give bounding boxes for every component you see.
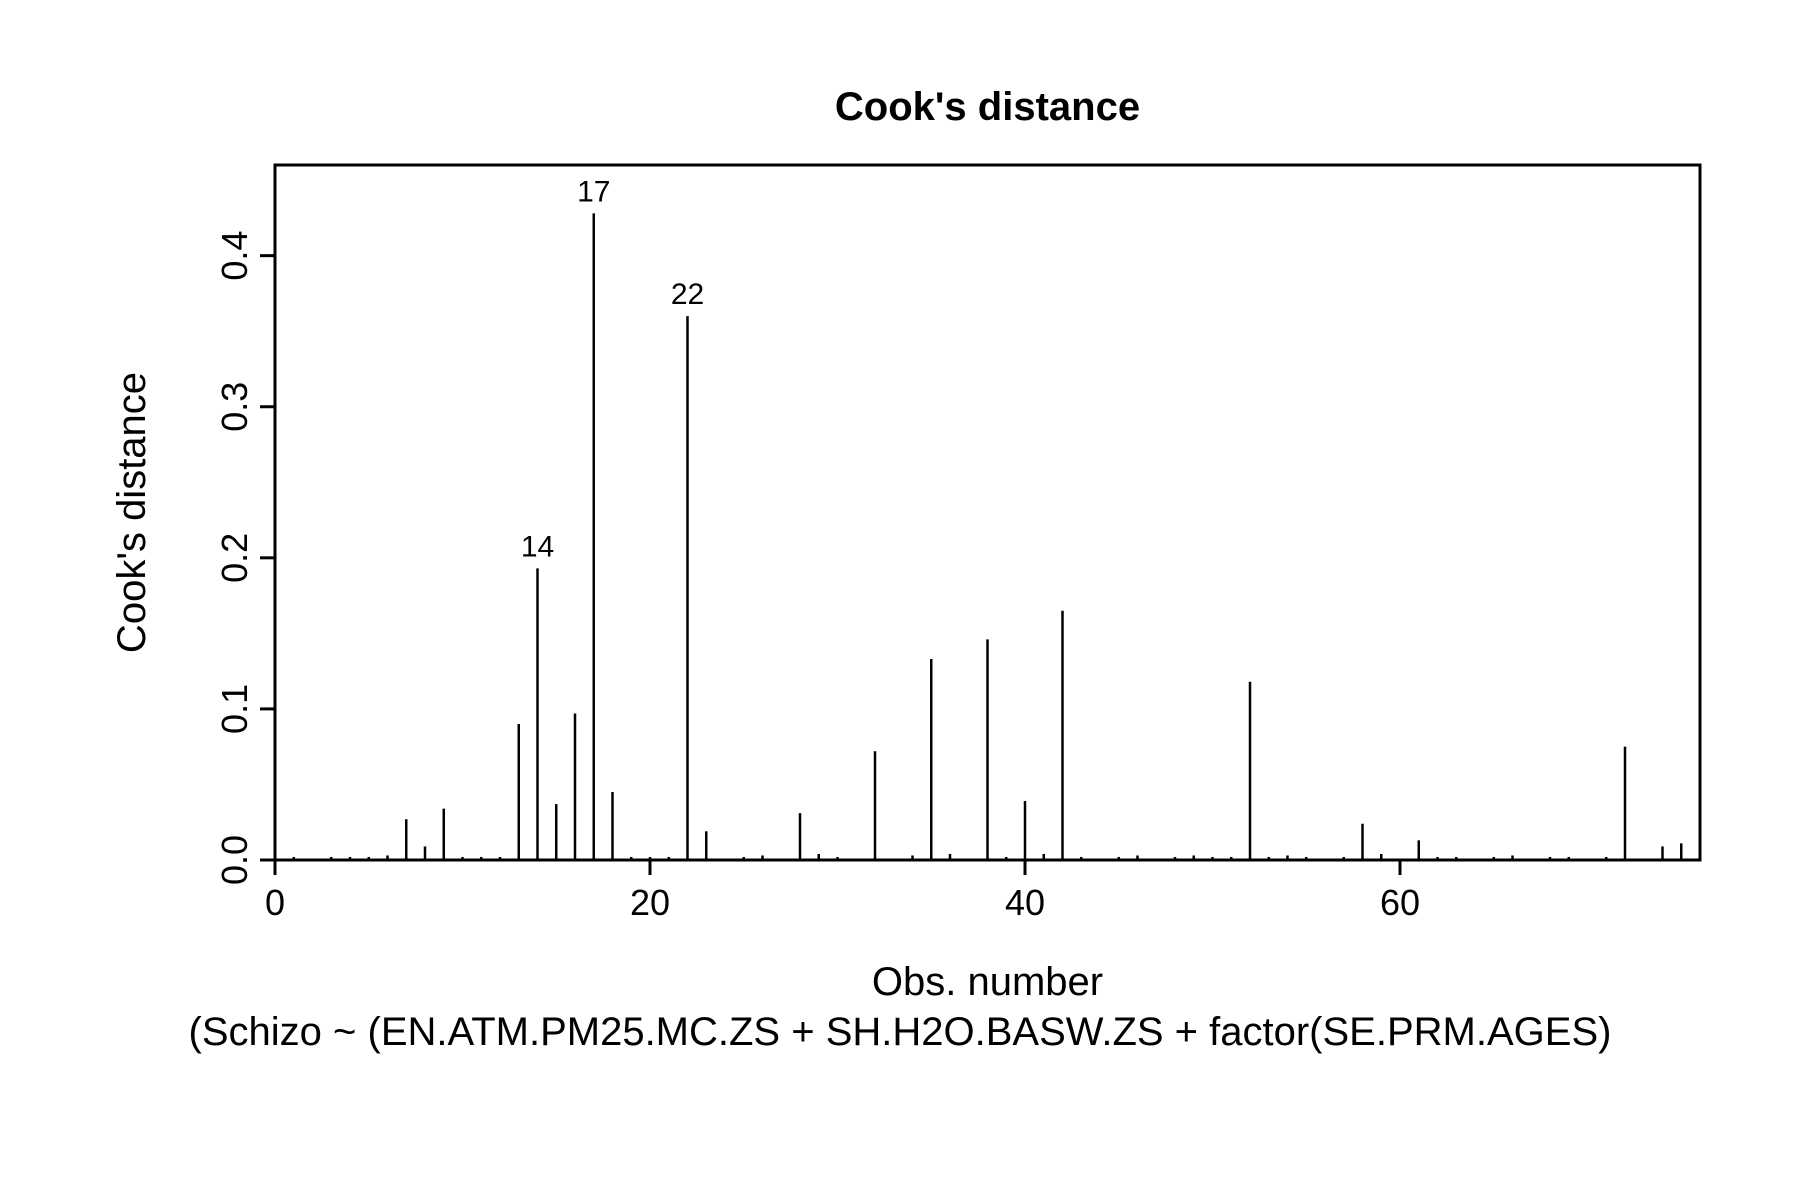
- point-annotation: 22: [671, 278, 704, 311]
- x-tick-label: 40: [1005, 882, 1045, 923]
- x-tick-label: 0: [265, 882, 285, 923]
- x-tick-label: 60: [1380, 882, 1420, 923]
- cooks-distance-chart: Cook's distance 0.0 0.1 0.2 0.3 0.4 0 20 40 60 14 1…: [0, 0, 1800, 1200]
- y-tick-label: 0.2: [214, 533, 255, 583]
- chart-caption: (Schizo ~ (EN.ATM.PM25.MC.ZS + SH.H2O.BA…: [189, 1010, 1612, 1054]
- y-tick-label: 0.4: [214, 231, 255, 281]
- y-tick-label: 0.0: [214, 835, 255, 885]
- chart-title: Cook's distance: [835, 85, 1140, 129]
- y-axis-label: Cook's distance: [110, 372, 154, 653]
- x-tick-label: 20: [630, 882, 670, 923]
- x-axis-label: Obs. number: [872, 960, 1103, 1004]
- y-tick-label: 0.3: [214, 382, 255, 432]
- y-tick-label: 0.1: [214, 684, 255, 734]
- point-annotation: 17: [577, 175, 610, 208]
- point-annotation: 14: [521, 530, 554, 563]
